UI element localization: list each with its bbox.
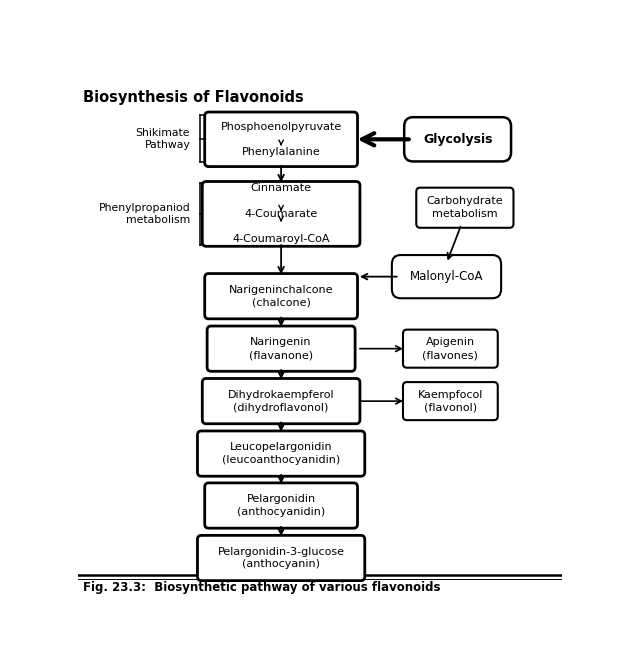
Text: Leucopelargonidin
(leucoanthocyanidin): Leucopelargonidin (leucoanthocyanidin) bbox=[222, 442, 340, 465]
FancyBboxPatch shape bbox=[416, 188, 514, 228]
Text: Apigenin
(flavones): Apigenin (flavones) bbox=[422, 337, 479, 360]
Text: Malonyl-CoA: Malonyl-CoA bbox=[410, 270, 483, 283]
Text: Fig. 23.3:  Biosynthetic pathway of various flavonoids: Fig. 23.3: Biosynthetic pathway of vario… bbox=[83, 581, 441, 594]
Text: Narigeninchalcone
(chalcone): Narigeninchalcone (chalcone) bbox=[229, 285, 333, 307]
Text: Pelargonidin-3-glucose
(anthocyanin): Pelargonidin-3-glucose (anthocyanin) bbox=[218, 546, 344, 569]
FancyBboxPatch shape bbox=[205, 112, 358, 166]
FancyBboxPatch shape bbox=[403, 329, 498, 367]
FancyBboxPatch shape bbox=[202, 182, 360, 246]
Text: Carbohydrate
metabolism: Carbohydrate metabolism bbox=[427, 196, 503, 219]
FancyBboxPatch shape bbox=[205, 483, 358, 528]
FancyBboxPatch shape bbox=[197, 431, 365, 476]
Text: Phenylpropaniod
metabolism: Phenylpropaniod metabolism bbox=[99, 203, 190, 224]
Text: Shikimate
Pathway: Shikimate Pathway bbox=[135, 128, 190, 150]
FancyBboxPatch shape bbox=[392, 255, 501, 298]
FancyBboxPatch shape bbox=[207, 326, 355, 371]
FancyBboxPatch shape bbox=[202, 379, 360, 424]
Text: Phosphoenolpyruvate
 
Phenylalanine: Phosphoenolpyruvate Phenylalanine bbox=[220, 122, 342, 157]
Text: Naringenin
(flavanone): Naringenin (flavanone) bbox=[249, 337, 313, 360]
Text: Biosynthesis of Flavonoids: Biosynthesis of Flavonoids bbox=[83, 90, 304, 106]
Text: Glycolysis: Glycolysis bbox=[423, 133, 492, 146]
Text: Cinnamate
 
4-Coumarate
 
4-Coumaroyl-CoA: Cinnamate 4-Coumarate 4-Coumaroyl-CoA bbox=[232, 183, 330, 244]
Text: Dihydrokaempferol
(dihydroflavonol): Dihydrokaempferol (dihydroflavonol) bbox=[228, 389, 334, 413]
FancyBboxPatch shape bbox=[403, 382, 498, 420]
Text: Kaempfocol
(flavonol): Kaempfocol (flavonol) bbox=[417, 389, 483, 413]
Text: Pelargonidin
(anthocyanidin): Pelargonidin (anthocyanidin) bbox=[237, 494, 325, 517]
FancyBboxPatch shape bbox=[197, 535, 365, 580]
FancyBboxPatch shape bbox=[404, 117, 511, 162]
FancyBboxPatch shape bbox=[205, 274, 358, 319]
